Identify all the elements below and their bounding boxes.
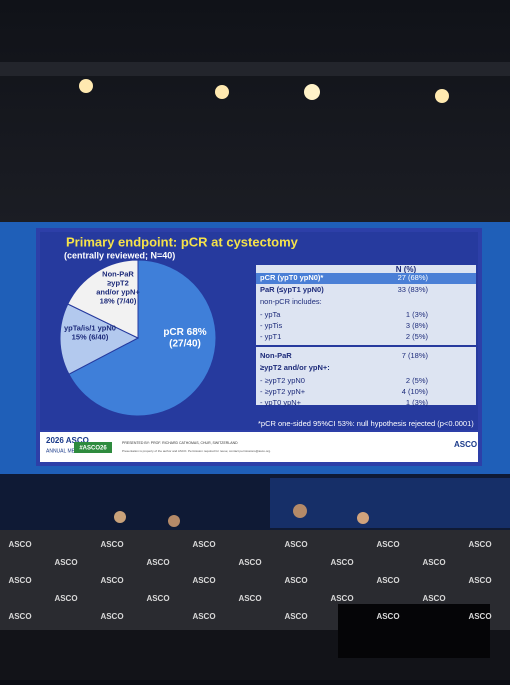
row-value: 1 (3%) bbox=[406, 398, 429, 407]
slice-label: (27/40) bbox=[169, 338, 201, 349]
banner-logo: ASCO bbox=[8, 540, 31, 549]
panelist bbox=[357, 512, 369, 524]
banner-logo: ASCO bbox=[146, 594, 169, 603]
hashtag-bg bbox=[74, 442, 112, 453]
row-label: non-pCR includes: bbox=[260, 297, 322, 306]
light bbox=[79, 79, 93, 93]
banner-logo: ASCO bbox=[376, 612, 399, 621]
pie-slice bbox=[67, 259, 139, 339]
pie-slice bbox=[68, 259, 217, 417]
row-label: ≥ypT2 and/or ypN+: bbox=[260, 363, 330, 372]
row-label: - ≥ypT2 ypN+ bbox=[260, 387, 306, 396]
banner-logo: ASCO bbox=[100, 576, 123, 585]
slide-footer bbox=[40, 432, 478, 462]
slide-title: Primary endpoint: pCR at cystectomy bbox=[66, 234, 299, 249]
footer-logo: ASCO bbox=[454, 440, 477, 449]
banner-logo: ASCO bbox=[8, 612, 31, 621]
table-highlight bbox=[256, 273, 476, 284]
footnote: *pCR one-sided 95%CI 53%: null hypothesi… bbox=[258, 419, 474, 428]
banner-logo: ASCO bbox=[192, 576, 215, 585]
hashtag: #ASCO26 bbox=[79, 446, 107, 452]
row-value: 7 (18%) bbox=[402, 351, 429, 360]
stage-screen bbox=[270, 478, 510, 528]
banner-logo: ASCO bbox=[146, 558, 169, 567]
row-value: 4 (10%) bbox=[402, 387, 429, 396]
banner-logo: ASCO bbox=[8, 576, 31, 585]
row-label: - ypTis bbox=[260, 321, 282, 330]
banner-logo: ASCO bbox=[284, 576, 307, 585]
banner-logo: ASCO bbox=[54, 594, 77, 603]
row-value: 1 (3%) bbox=[406, 310, 429, 319]
banner-logo: ASCO bbox=[238, 594, 261, 603]
slide-subtitle: (centrally reviewed; N=40) bbox=[64, 250, 175, 260]
row-value: 3 (8%) bbox=[406, 321, 429, 330]
banner-logo: ASCO bbox=[330, 558, 353, 567]
banner-logo: ASCO bbox=[468, 576, 491, 585]
row-label: - ypTa bbox=[260, 310, 281, 319]
slice-label: ≥ypT2 bbox=[107, 278, 129, 287]
banner-logo: ASCO bbox=[422, 558, 445, 567]
row-value: 27 (68%) bbox=[398, 273, 429, 282]
slice-label: 18% (7/40) bbox=[100, 296, 137, 305]
light bbox=[215, 85, 229, 99]
banner-logo: ASCO bbox=[100, 612, 123, 621]
slice-label: 15% (6/40) bbox=[72, 332, 109, 341]
row-value: 33 (83%) bbox=[398, 285, 429, 294]
table-header: N (%) bbox=[396, 265, 417, 274]
row-label: - ypT0 ypN+ bbox=[260, 398, 302, 407]
slice-label: pCR 68% bbox=[163, 327, 206, 338]
row-label: - ypT1 bbox=[260, 332, 281, 341]
notice: Presentation is property of the author a… bbox=[122, 449, 271, 453]
light bbox=[304, 84, 320, 100]
banner-logo: ASCO bbox=[376, 540, 399, 549]
monitor bbox=[338, 604, 490, 658]
row-label: Non-PaR bbox=[260, 351, 292, 360]
truss bbox=[0, 62, 510, 76]
panelist bbox=[114, 511, 126, 523]
banner-logo: ASCO bbox=[330, 594, 353, 603]
panelist bbox=[168, 515, 180, 527]
banner-logo: ASCO bbox=[54, 558, 77, 567]
banner-logo: ASCO bbox=[192, 540, 215, 549]
panelist bbox=[293, 504, 307, 518]
banner-logo: ASCO bbox=[376, 576, 399, 585]
table-bg bbox=[256, 265, 476, 405]
slice-label: Non-PaR bbox=[102, 269, 134, 278]
banner-logo: ASCO bbox=[284, 540, 307, 549]
banner-logo: ASCO bbox=[238, 558, 261, 567]
banner-logo: ASCO bbox=[468, 540, 491, 549]
row-value: 2 (5%) bbox=[406, 332, 429, 341]
slice-label: ypTa/is/1 ypN0 bbox=[64, 323, 116, 332]
banner-logo: ASCO bbox=[284, 612, 307, 621]
pie-slice bbox=[59, 303, 140, 375]
row-label: PaR (≤ypT1 ypN0) bbox=[260, 285, 324, 294]
banner-logo: ASCO bbox=[192, 612, 215, 621]
row-label: - ≥ypT2 ypN0 bbox=[260, 376, 305, 385]
ceiling bbox=[0, 0, 510, 222]
banner-logo: ASCO bbox=[468, 612, 491, 621]
slice-label: and/or ypN+ bbox=[96, 287, 140, 296]
banner-logo: ASCO bbox=[100, 540, 123, 549]
banner-logo: ASCO bbox=[422, 594, 445, 603]
row-label: pCR (ypT0 ypN0)* bbox=[260, 273, 323, 282]
meeting-year: 2026 ASCO bbox=[46, 436, 89, 445]
row-value: 2 (5%) bbox=[406, 376, 429, 385]
meeting-name: ANNUAL MEETING bbox=[46, 448, 90, 454]
light bbox=[435, 89, 449, 103]
presenter: PRESENTED BY: PROF. RICHARD CATHOMAS, CH… bbox=[122, 441, 238, 445]
